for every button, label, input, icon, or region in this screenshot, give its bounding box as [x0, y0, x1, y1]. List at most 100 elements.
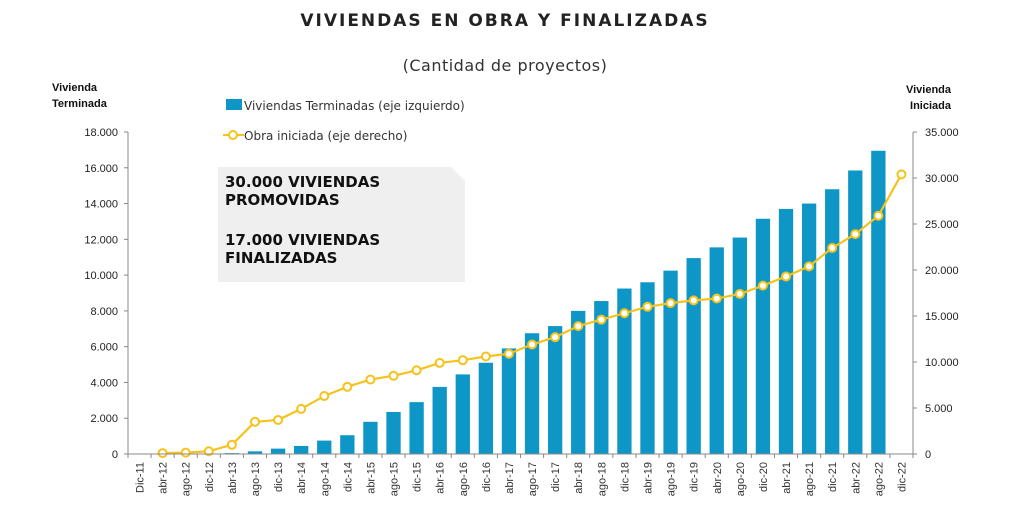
x-axis-tick-label: ago-21: [804, 462, 816, 496]
right-axis-tick-label: 0: [925, 449, 931, 461]
x-axis-tick-label: abr-14: [296, 462, 308, 494]
bar-ago-14: [317, 440, 332, 454]
obra-iniciada-point: [503, 348, 514, 359]
obra-iniciada-point: [827, 242, 838, 253]
bar-ago-18: [594, 301, 609, 454]
bar-abr-20: [709, 247, 724, 454]
obra-iniciada-point: [757, 280, 768, 291]
obra-iniciada-point: [665, 298, 676, 309]
x-axis-tick-label: abr-15: [365, 462, 377, 494]
obra-iniciada-point: [711, 293, 722, 304]
chart-subtitle: (Cantidad de proyectos): [403, 56, 608, 75]
left-axis-tick-label: 16.000: [84, 163, 118, 175]
left-axis-title-line2: Terminada: [52, 98, 108, 110]
annotation-background: [218, 167, 465, 282]
obra-iniciada-point: [527, 339, 538, 350]
left-axis-tick-label: 0: [112, 449, 118, 461]
obra-iniciada-point: [804, 261, 815, 272]
x-axis-tick-label: abr-21: [781, 462, 793, 494]
x-axis-tick-label: dic-14: [342, 462, 354, 492]
x-axis-tick-label: ago-17: [527, 462, 539, 496]
x-axis-tick-label: ago-14: [319, 462, 331, 496]
x-axis-tick-label: ago-20: [735, 462, 747, 496]
bar-abr-22: [848, 170, 863, 454]
x-axis-tick-label: dic-12: [204, 462, 216, 492]
bar-ago-13: [247, 451, 263, 454]
right-axis-tick-label: 5.000: [925, 403, 953, 415]
obra-iniciada-point: [296, 403, 307, 414]
left-axis-tick-label: 12.000: [84, 234, 118, 246]
left-axis-title-line1: Vivienda: [52, 82, 98, 94]
bar-abr-14: [294, 445, 309, 454]
obra-iniciada-point: [619, 308, 630, 319]
bar-abr-21: [778, 208, 794, 454]
right-axis-tick-label: 15.000: [925, 311, 959, 323]
right-axis-tick-label: 35.000: [925, 127, 959, 139]
bar-ago-21: [801, 203, 817, 454]
legend-line-marker: [228, 130, 238, 140]
x-axis-tick-label: dic-20: [758, 462, 770, 492]
bar-dic-20: [755, 218, 771, 454]
bar-dic-18: [617, 288, 632, 454]
bar-ago-15: [386, 411, 401, 454]
annotation-line-3: 17.000 VIVIENDAS: [225, 231, 380, 249]
left-axis-tick-label: 2.000: [90, 413, 118, 425]
right-axis-tick-label: 20.000: [925, 265, 959, 277]
x-axis-tick-label: dic-21: [827, 462, 839, 492]
bar-ago-20: [732, 237, 747, 454]
left-axis-tick-label: 8.000: [90, 306, 118, 318]
annotation-line-4: FINALIZADAS: [225, 249, 337, 267]
x-axis-tick-label: dic-17: [550, 462, 562, 492]
obra-iniciada-point: [157, 448, 168, 459]
bar-dic-21: [825, 189, 840, 454]
bar-abr-19: [640, 282, 655, 454]
right-axis-title-line2: Iniciada: [910, 100, 952, 112]
bar-abr-17: [501, 348, 517, 454]
bar-dic-13: [270, 448, 286, 454]
obra-iniciada-point: [850, 229, 861, 240]
obra-iniciada-point: [226, 439, 237, 450]
x-axis-tick-label: abr-13: [227, 462, 239, 494]
x-axis-tick-label: abr-16: [435, 462, 447, 494]
x-axis-tick-label: dic-15: [412, 462, 424, 492]
bar-dic-15: [409, 402, 424, 454]
obra-iniciada-point: [203, 446, 214, 457]
obra-iniciada-point: [319, 391, 330, 402]
left-axis-tick-label: 14.000: [84, 199, 118, 211]
legend: Viviendas Terminadas (eje izquierdo) Obr…: [223, 99, 465, 143]
x-axis-tick-label: ago-12: [181, 462, 193, 496]
obra-iniciada-point: [342, 381, 353, 392]
x-axis-tick-label: ago-19: [666, 462, 678, 496]
bar-dic-16: [478, 362, 494, 454]
annotation-line-2: PROMOVIDAS: [225, 191, 340, 209]
left-axis: 0 2.000 4.000 6.000 8.000 10.000 12.000 14.000 1…: [84, 127, 129, 461]
annotation-line-1: 30.000 VIVIENDAS: [225, 173, 380, 191]
line-series: [157, 169, 907, 459]
x-axis-tick-label: abr-19: [642, 462, 654, 494]
x-axis-tick-label: ago-15: [389, 462, 401, 496]
x-axis-tick-label: ago-22: [873, 462, 885, 496]
x-axis-tick-label: abr-17: [504, 462, 516, 494]
right-axis-tick-label: 10.000: [925, 357, 959, 369]
x-axis-tick-label: dic-18: [619, 462, 631, 492]
obra-iniciada-point: [642, 301, 653, 312]
bar-abr-15: [363, 421, 378, 454]
obra-iniciada-point: [273, 414, 284, 425]
bar-dic-14: [340, 435, 355, 454]
obra-iniciada-point: [180, 447, 191, 458]
legend-bar-swatch: [226, 99, 242, 110]
bar-ago-17: [524, 333, 540, 454]
annotation-box: 30.000 VIVIENDAS PROMOVIDAS 17.000 VIVIE…: [218, 167, 465, 282]
obra-iniciada-point: [411, 365, 422, 376]
x-axis-tick-label: Dic-11: [135, 462, 147, 493]
right-axis: 0 5.000 10.000 15.000 20.000 25.000 30.000 35.0…: [912, 127, 959, 461]
left-axis-tick-label: 4.000: [90, 377, 118, 389]
legend-bar-label: Viviendas Terminadas (eje izquierdo): [244, 99, 465, 113]
bar-abr-16: [432, 386, 447, 454]
obra-iniciada-point: [457, 355, 468, 366]
obra-iniciada-point: [688, 295, 699, 306]
obra-iniciada-point: [480, 351, 491, 362]
obra-iniciada-point: [734, 288, 745, 299]
x-axis-tick-label: abr-18: [573, 462, 585, 494]
